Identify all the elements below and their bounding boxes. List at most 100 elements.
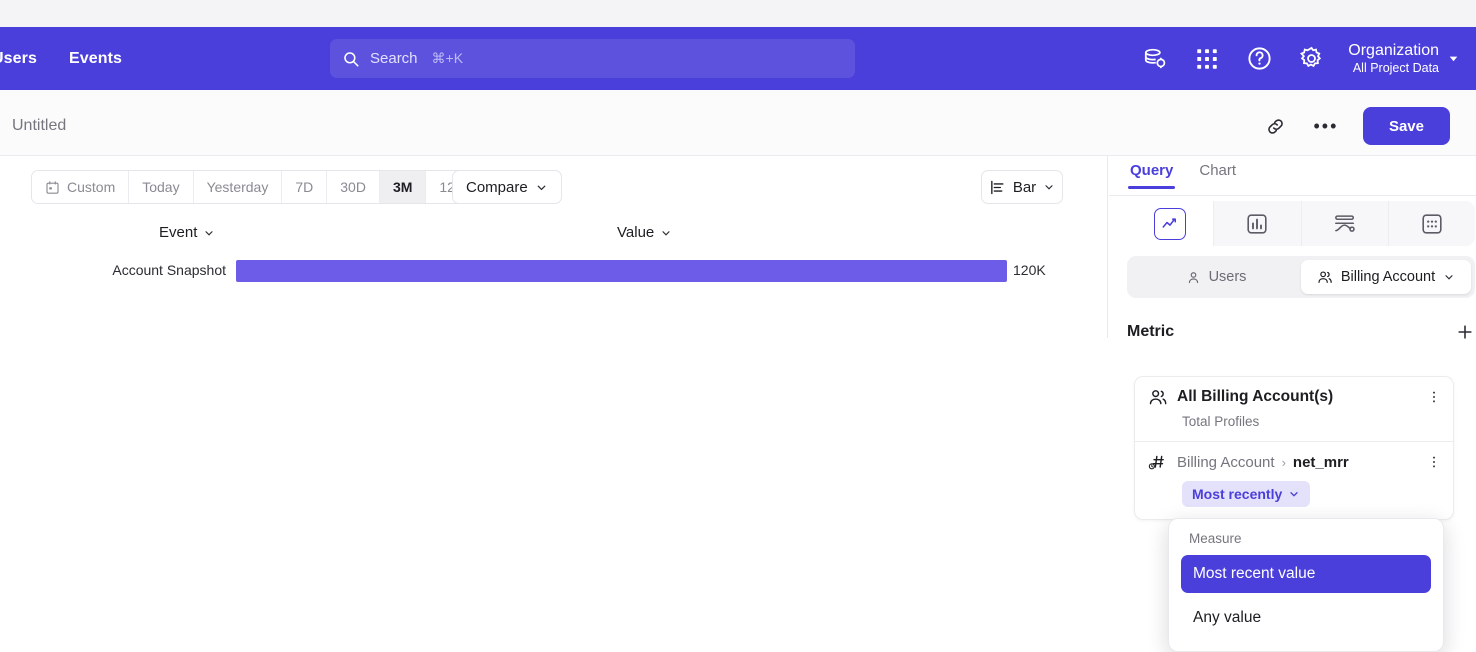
column-header-event[interactable]: Event <box>159 224 215 241</box>
help-circle-icon[interactable] <box>1244 44 1274 74</box>
metric-section-title: Metric <box>1127 323 1175 340</box>
bar-category-label: Account Snapshot <box>112 262 226 278</box>
bar-value-label: 120K <box>1013 262 1046 278</box>
organization-subtitle: All Project Data <box>1352 60 1439 75</box>
table-grid-icon <box>1416 208 1448 240</box>
metric-card-row: All Billing Account(s) <box>1148 387 1440 407</box>
metric-property-parent: Billing Account <box>1177 453 1275 471</box>
chart-type-button[interactable]: Bar <box>981 170 1063 204</box>
chevron-down-icon <box>535 181 548 194</box>
chart-toolbar: Custom Today Yesterday 7D 30D 3M 12M Com… <box>0 156 1108 218</box>
range-30d[interactable]: 30D <box>327 171 380 203</box>
search-icon <box>342 50 360 68</box>
entity-toggle-billing-account[interactable]: Billing Account <box>1301 260 1471 294</box>
nav-links: Users Events <box>0 50 122 68</box>
chart-type-flow[interactable] <box>1302 201 1389 246</box>
horizontal-bar-chart-icon <box>989 179 1006 196</box>
chevron-down-icon <box>1447 52 1460 65</box>
panel-tabs: Query Chart <box>1109 156 1476 196</box>
metric-card-subtitle: Total Profiles <box>1182 414 1260 429</box>
nav-link-users[interactable]: Users <box>0 49 37 67</box>
metric-card-kebab-icon[interactable] <box>1426 389 1440 405</box>
nav-link-events[interactable]: Events <box>68 49 123 67</box>
measure-dropdown-label: Most recently <box>1192 486 1283 502</box>
range-3m[interactable]: 3M <box>379 171 427 203</box>
nav-right-group: Organization All Project Data <box>1140 27 1460 90</box>
search-input[interactable]: Search ⌘+K <box>330 39 855 78</box>
metric-card-title: All Billing Account(s) <box>1177 388 1334 405</box>
entity-toggle-users-label: Users <box>1208 269 1247 285</box>
entity-toggle: Users Billing Account <box>1127 256 1475 298</box>
breadcrumb-separator-icon: › <box>1281 454 1286 470</box>
range-custom-label: Custom <box>67 179 116 195</box>
metric-property-row: Billing Account › net_mrr <box>1148 452 1440 472</box>
range-today[interactable]: Today <box>129 171 194 203</box>
compare-label: Compare <box>466 178 528 196</box>
search-shortcut: ⌘+K <box>431 50 464 66</box>
chart-type-selector <box>1127 201 1475 246</box>
metric-section-header: Metric <box>1127 314 1475 350</box>
measure-dropdown-menu: Measure Most recent value Any value <box>1168 518 1444 652</box>
users-group-icon <box>1317 269 1333 285</box>
entity-toggle-billing-account-label: Billing Account <box>1340 269 1436 285</box>
metric-card-block-net-mrr[interactable]: Billing Account › net_mrr Most recently <box>1135 442 1453 519</box>
chevron-down-icon <box>1043 181 1055 193</box>
link-icon[interactable] <box>1263 113 1289 139</box>
organization-selector[interactable]: Organization All Project Data <box>1348 41 1460 75</box>
date-range-segmented-control: Custom Today Yesterday 7D 30D 3M 12M <box>31 170 481 204</box>
user-icon <box>1186 270 1201 285</box>
funnel-flow-icon <box>1329 208 1361 240</box>
column-header-value[interactable]: Value <box>617 224 672 241</box>
chevron-down-icon <box>660 227 672 239</box>
top-strip <box>0 0 1476 27</box>
measure-dropdown-group-label: Measure <box>1189 531 1242 546</box>
range-7d[interactable]: 7D <box>282 171 328 203</box>
search-placeholder: Search <box>370 50 418 67</box>
measure-option-most-recent-value[interactable]: Most recent value <box>1181 555 1431 593</box>
gear-icon[interactable] <box>1296 44 1326 74</box>
metric-card-divider <box>1135 441 1453 442</box>
chart-type-table[interactable] <box>1389 201 1475 246</box>
calendar-icon <box>45 180 60 195</box>
chevron-down-icon <box>203 227 215 239</box>
save-button[interactable]: Save <box>1362 107 1450 145</box>
range-yesterday[interactable]: Yesterday <box>193 171 283 203</box>
line-chart-icon <box>1154 207 1187 240</box>
metric-property-kebab-icon[interactable] <box>1426 454 1440 470</box>
chart-bar-row: Account Snapshot 120K <box>0 260 1108 286</box>
chevron-down-icon <box>1288 488 1300 500</box>
chart-empty-area <box>0 338 1108 652</box>
document-titlebar: Untitled ••• Save <box>0 96 1476 156</box>
chart-panel: Custom Today Yesterday 7D 30D 3M 12M Com… <box>0 156 1108 652</box>
tab-chart[interactable]: Chart <box>1199 162 1237 179</box>
column-header-event-label: Event <box>159 224 198 241</box>
ellipsis-icon[interactable]: ••• <box>1313 113 1339 139</box>
organization-title: Organization <box>1348 42 1439 60</box>
entity-toggle-users[interactable]: Users <box>1131 260 1301 294</box>
chart-type-bar[interactable] <box>1214 201 1302 246</box>
titlebar-actions: ••• Save <box>1263 96 1450 156</box>
number-clock-icon <box>1148 452 1168 472</box>
measure-dropdown-trigger[interactable]: Most recently <box>1182 481 1311 507</box>
column-header-value-label: Value <box>617 224 655 241</box>
range-custom[interactable]: Custom <box>32 171 130 203</box>
metric-card-block-all-accounts[interactable]: All Billing Account(s) Total Profiles <box>1135 377 1453 441</box>
apps-grid-icon[interactable] <box>1192 44 1222 74</box>
metric-card: All Billing Account(s) Total Profiles <box>1134 376 1454 520</box>
chart-column-headers: Event Value <box>0 216 1108 254</box>
metric-property-breadcrumb: Billing Account › net_mrr <box>1177 454 1417 471</box>
users-group-icon <box>1148 387 1168 407</box>
page-title[interactable]: Untitled <box>12 116 67 134</box>
chevron-down-icon <box>1443 271 1455 283</box>
ellipsis-glyph: ••• <box>1313 116 1339 136</box>
bar-segment[interactable] <box>236 260 1007 282</box>
compare-button[interactable]: Compare <box>452 170 562 204</box>
organization-text: Organization All Project Data <box>1348 41 1439 75</box>
tab-query[interactable]: Query <box>1128 156 1176 189</box>
chart-type-line[interactable] <box>1127 201 1215 246</box>
bar-chart-icon <box>1241 208 1273 240</box>
data-sources-icon[interactable] <box>1140 44 1170 74</box>
add-metric-button[interactable] <box>1455 322 1475 342</box>
measure-option-any-value[interactable]: Any value <box>1193 609 1262 626</box>
